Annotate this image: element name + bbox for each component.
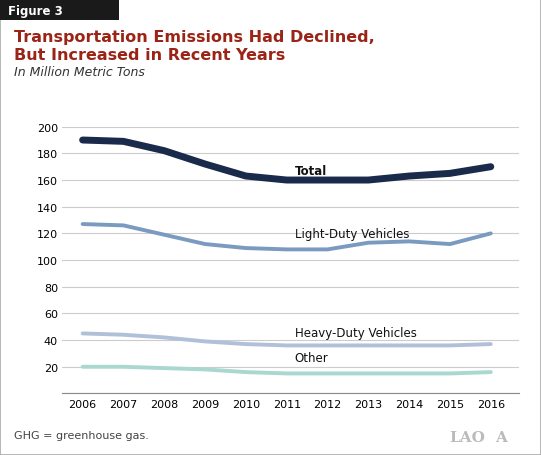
Text: Total: Total bbox=[295, 165, 327, 178]
Text: Transportation Emissions Had Declined,: Transportation Emissions Had Declined, bbox=[14, 30, 374, 45]
Text: But Increased in Recent Years: But Increased in Recent Years bbox=[14, 48, 285, 63]
Text: Other: Other bbox=[295, 351, 328, 364]
Text: Figure 3: Figure 3 bbox=[8, 5, 63, 18]
Text: Heavy-Duty Vehicles: Heavy-Duty Vehicles bbox=[295, 326, 417, 339]
Text: LAO: LAO bbox=[449, 430, 485, 444]
Text: Light-Duty Vehicles: Light-Duty Vehicles bbox=[295, 228, 410, 240]
Text: In Million Metric Tons: In Million Metric Tons bbox=[14, 66, 144, 79]
Text: A: A bbox=[495, 430, 507, 444]
Text: GHG = greenhouse gas.: GHG = greenhouse gas. bbox=[14, 430, 148, 440]
